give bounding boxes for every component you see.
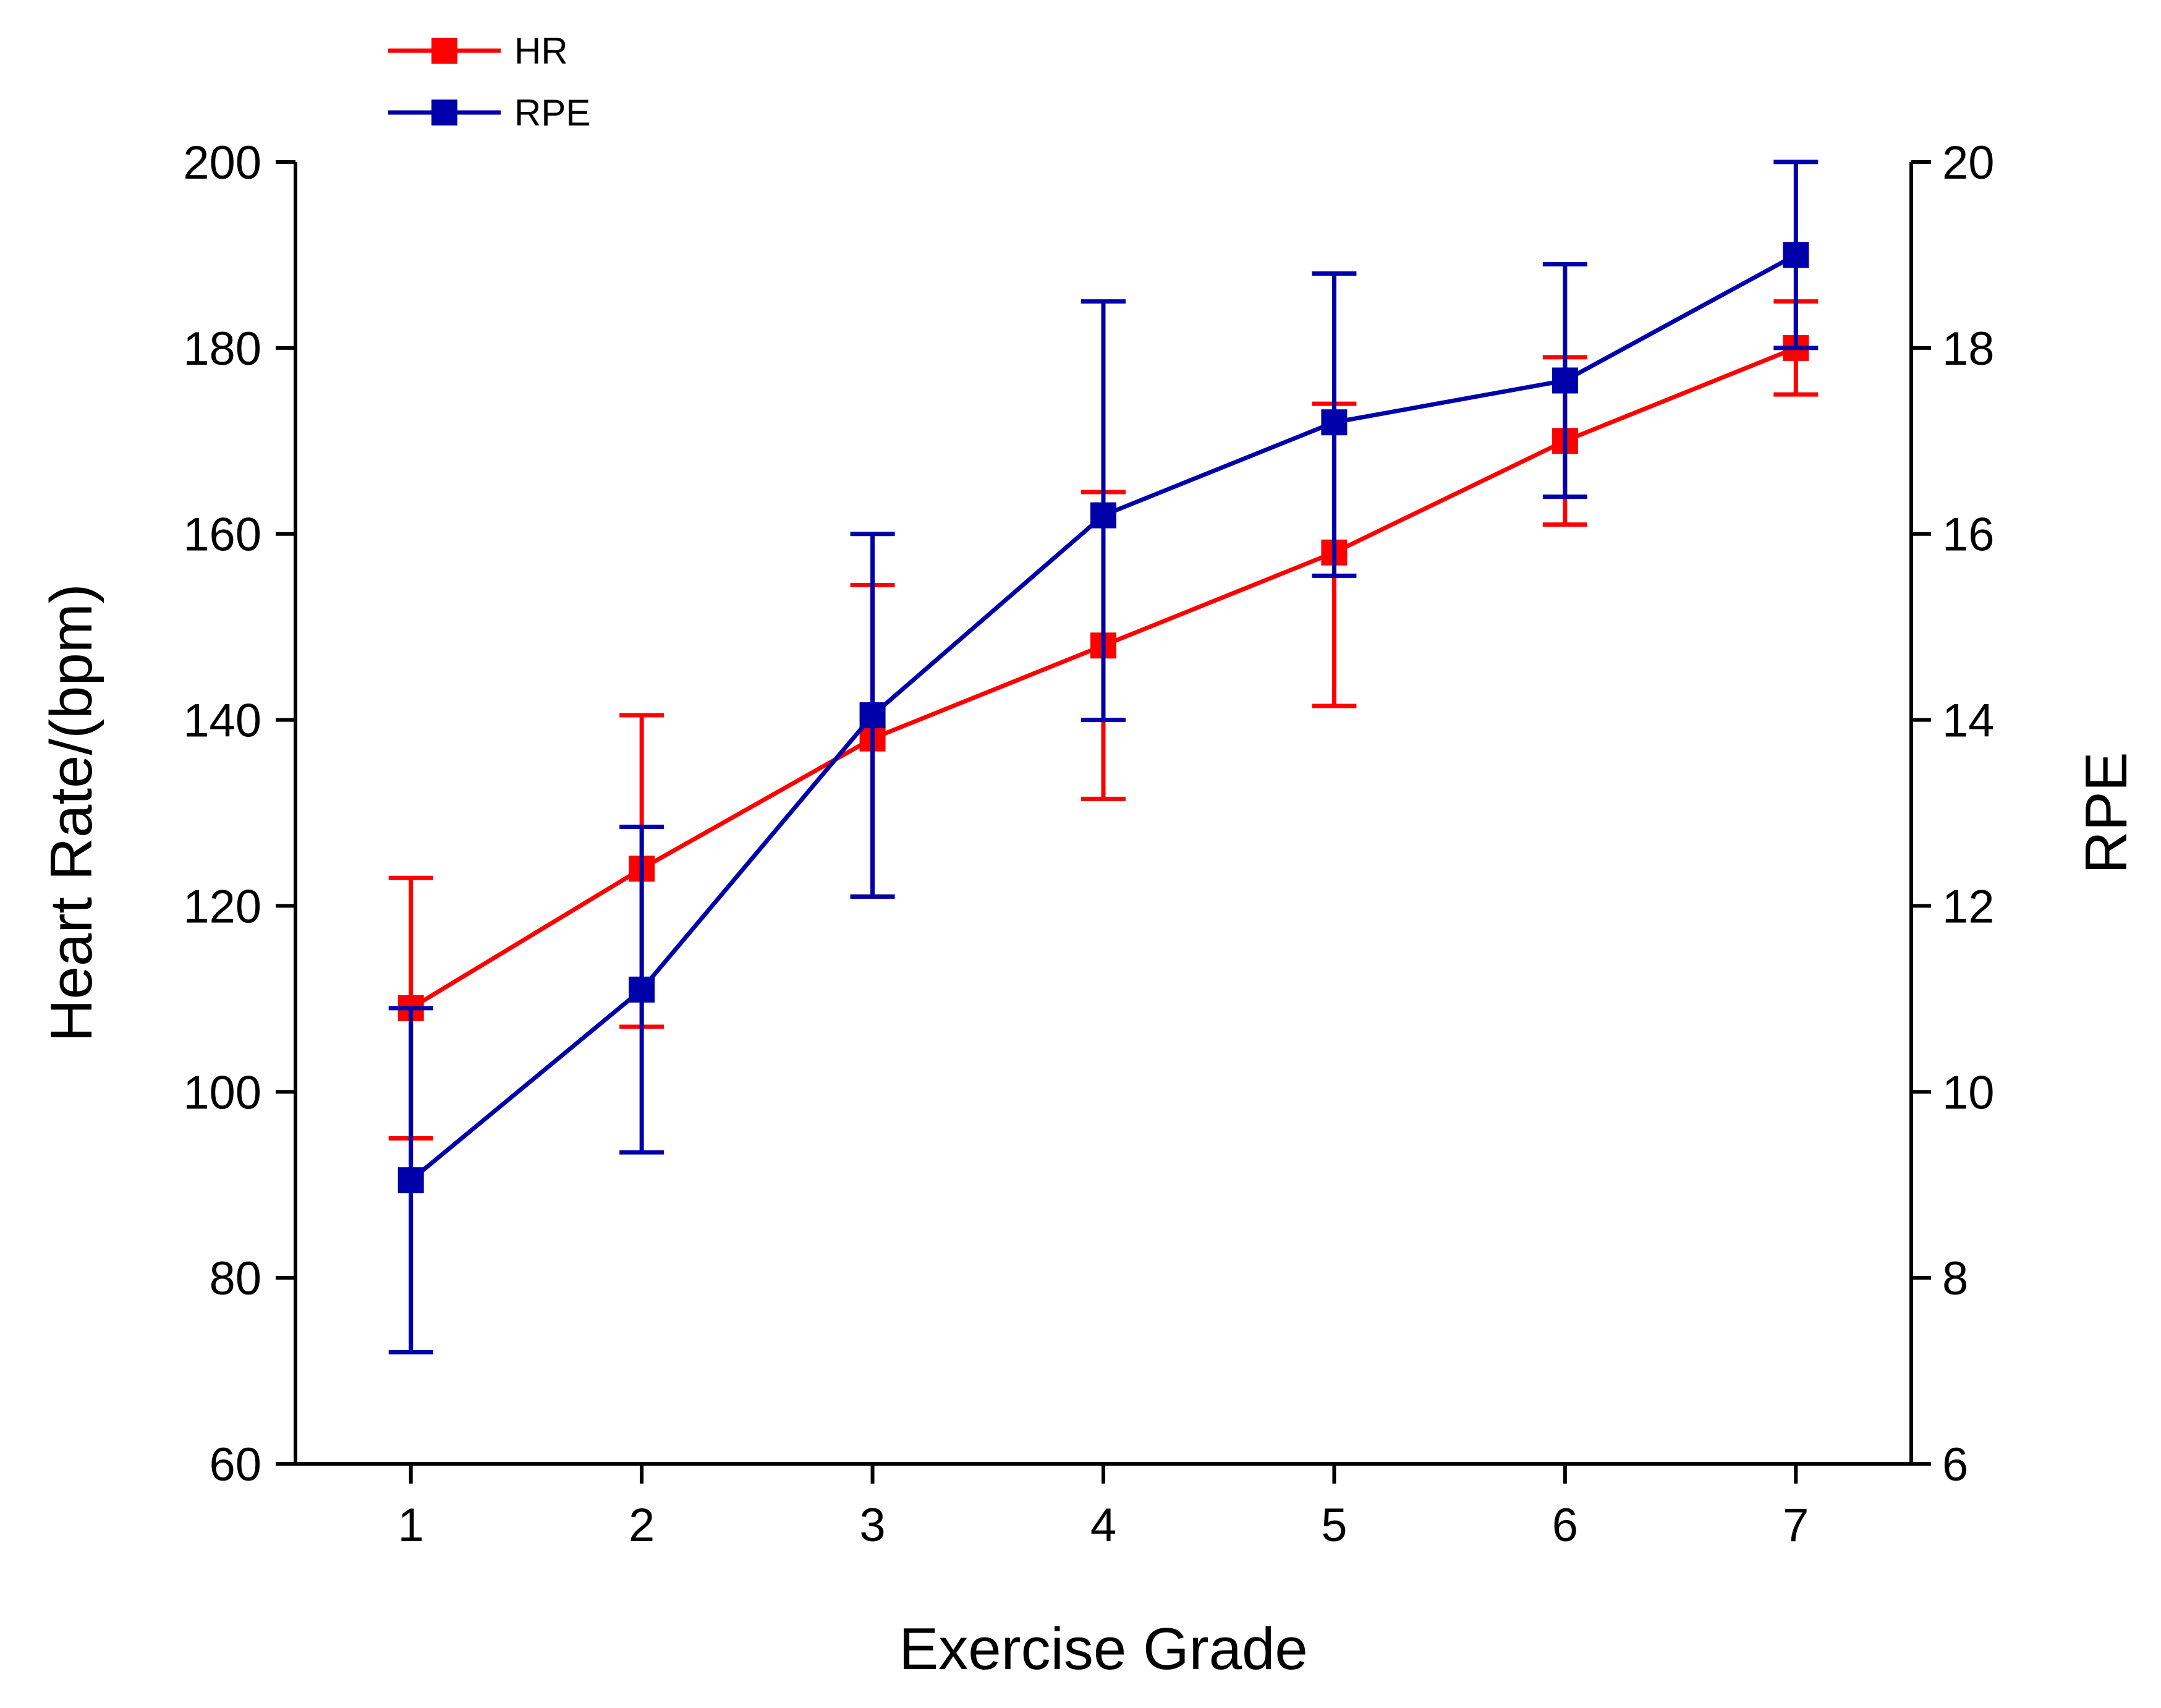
right-y-tick-label: 10 xyxy=(1942,1066,1995,1119)
right-y-axis-title: RPE xyxy=(2073,752,2139,873)
legend-label-rpe: RPE xyxy=(514,92,590,134)
left-y-tick-label: 120 xyxy=(183,880,261,933)
data-point-marker xyxy=(1552,367,1578,394)
data-point-marker xyxy=(859,702,886,729)
data-point-marker xyxy=(1321,409,1348,436)
left-y-tick-label: 100 xyxy=(183,1066,261,1119)
left-y-tick-label: 140 xyxy=(183,695,261,747)
x-tick-label: 2 xyxy=(629,1499,655,1552)
right-y-tick-label: 6 xyxy=(1942,1438,1968,1491)
x-tick-label: 5 xyxy=(1321,1499,1347,1552)
x-axis-title: Exercise Grade xyxy=(899,1616,1308,1682)
data-point-marker xyxy=(1783,242,1809,268)
left-y-tick-label: 160 xyxy=(183,509,261,561)
series-rpe xyxy=(388,159,1819,1354)
axis-labels: Exercise Grade Heart Rate/(bpm) RPE xyxy=(38,584,2139,1682)
x-tick-label: 6 xyxy=(1552,1499,1578,1552)
x-tick-label: 1 xyxy=(398,1499,424,1552)
left-y-tick-label: 80 xyxy=(209,1252,261,1305)
left-y-tick-label: 180 xyxy=(183,323,261,375)
data-series xyxy=(388,159,1819,1354)
left-y-tick-label: 60 xyxy=(209,1438,261,1491)
right-y-tick-label: 14 xyxy=(1942,695,1995,747)
right-y-tick-label: 8 xyxy=(1942,1252,1968,1305)
right-y-tick-label: 16 xyxy=(1942,509,1995,561)
x-tick-label: 4 xyxy=(1090,1499,1116,1552)
legend-label-hr: HR xyxy=(514,30,568,72)
legend-marker-hr xyxy=(431,38,457,64)
x-tick-label: 3 xyxy=(859,1499,885,1552)
legend: HR RPE xyxy=(388,30,590,134)
legend-marker-rpe xyxy=(431,100,457,125)
data-point-marker xyxy=(1090,502,1116,529)
left-y-tick-label: 200 xyxy=(183,137,261,189)
right-y-tick-label: 12 xyxy=(1942,880,1995,933)
axis-ticks: 1 2 3 4 5 6 7608010012014016018020068101214161… xyxy=(183,137,1994,1552)
right-y-tick-label: 18 xyxy=(1942,323,1995,375)
left-y-axis-title: Heart Rate/(bpm) xyxy=(38,584,104,1042)
x-tick-label: 7 xyxy=(1783,1499,1809,1552)
right-y-tick-label: 20 xyxy=(1942,137,1995,189)
data-point-marker xyxy=(397,1167,424,1194)
data-point-marker xyxy=(629,976,655,1003)
